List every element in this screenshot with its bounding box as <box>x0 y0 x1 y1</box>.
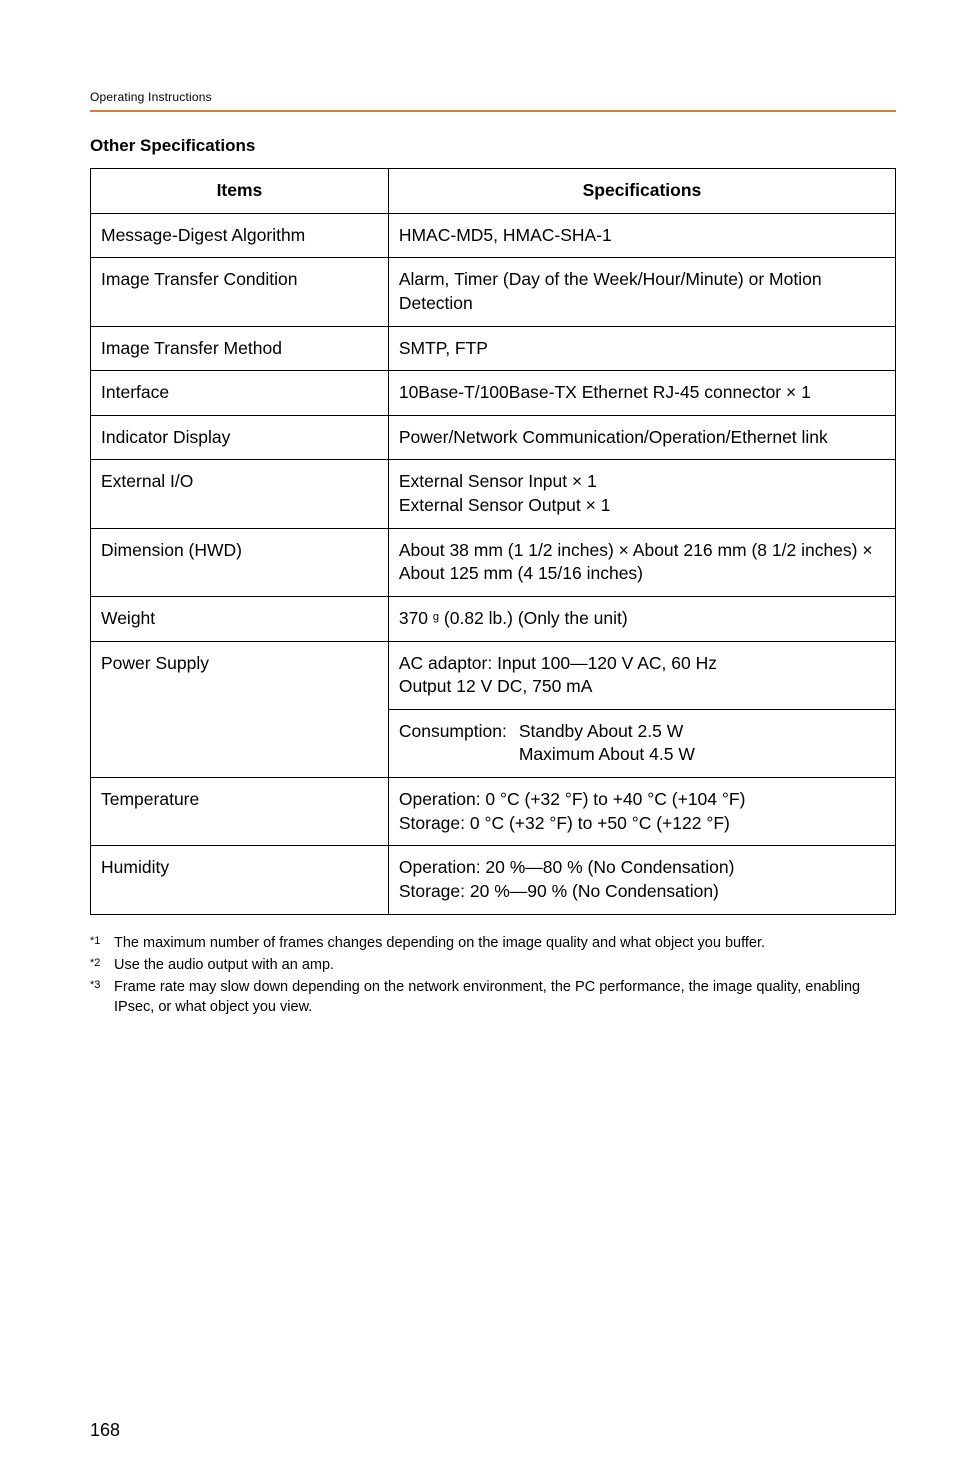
table-header-row: Items Specifications <box>91 169 896 214</box>
consumption-maximum: Maximum About 4.5 W <box>519 744 695 764</box>
cell-spec: Alarm, Timer (Day of the Week/Hour/Minut… <box>388 258 895 326</box>
cell-item: External I/O <box>91 460 389 528</box>
spec-line: Operation: 0 °C (+32 °F) to +40 °C (+104… <box>399 789 746 809</box>
cell-spec: External Sensor Input × 1 External Senso… <box>388 460 895 528</box>
table-row: Power Supply AC adaptor: Input 100—120 V… <box>91 641 896 709</box>
footnote-mark: *1 <box>90 934 114 954</box>
table-row: Image Transfer Method SMTP, FTP <box>91 326 896 371</box>
cell-item: Power Supply <box>91 641 389 778</box>
weight-rest: (0.82 lb.) (Only the unit) <box>439 608 628 628</box>
spec-line: Storage: 0 °C (+32 °F) to +50 °C (+122 °… <box>399 813 730 833</box>
cell-item: Weight <box>91 596 389 641</box>
table-row: Temperature Operation: 0 °C (+32 °F) to … <box>91 778 896 846</box>
cell-item: Dimension (HWD) <box>91 528 389 596</box>
spec-line: External Sensor Output × 1 <box>399 495 611 515</box>
table-row: Interface 10Base-T/100Base-TX Ethernet R… <box>91 371 896 416</box>
table-row: Weight 370 g (0.82 lb.) (Only the unit) <box>91 596 896 641</box>
cell-spec: About 38 mm (1 1/2 inches) × About 216 m… <box>388 528 895 596</box>
footnote-mark: *2 <box>90 956 114 976</box>
cell-spec: Consumption: Standby About 2.5 W Maximum… <box>388 709 895 777</box>
header-specs: Specifications <box>388 169 895 214</box>
consumption-standby: Standby About 2.5 W <box>519 721 683 741</box>
cell-spec: Power/Network Communication/Operation/Et… <box>388 415 895 460</box>
table-row: Indicator Display Power/Network Communic… <box>91 415 896 460</box>
cell-item: Image Transfer Method <box>91 326 389 371</box>
cell-spec: HMAC-MD5, HMAC-SHA-1 <box>388 213 895 258</box>
cell-item: Humidity <box>91 846 389 914</box>
cell-item: Interface <box>91 371 389 416</box>
table-row: Humidity Operation: 20 %—80 % (No Conden… <box>91 846 896 914</box>
running-header: Operating Instructions <box>90 90 896 112</box>
consumption-label: Consumption: <box>399 720 507 767</box>
spec-line: Storage: 20 %—90 % (No Condensation) <box>399 881 719 901</box>
cell-item: Temperature <box>91 778 389 846</box>
cell-spec: AC adaptor: Input 100—120 V AC, 60 Hz Ou… <box>388 641 895 709</box>
cell-item: Indicator Display <box>91 415 389 460</box>
cell-item: Image Transfer Condition <box>91 258 389 326</box>
footnote-mark: *3 <box>90 978 114 1019</box>
table-row: Dimension (HWD) About 38 mm (1 1/2 inche… <box>91 528 896 596</box>
spec-line: External Sensor Input × 1 <box>399 471 597 491</box>
weight-number: 370 <box>399 608 433 628</box>
footnote-text: Use the audio output with an amp. <box>114 955 896 975</box>
footnote-text: Frame rate may slow down depending on th… <box>114 977 896 1018</box>
table-row: Image Transfer Condition Alarm, Timer (D… <box>91 258 896 326</box>
spec-line: Operation: 20 %—80 % (No Condensation) <box>399 857 735 877</box>
cell-spec: 10Base-T/100Base-TX Ethernet RJ-45 conne… <box>388 371 895 416</box>
footnote: *2 Use the audio output with an amp. <box>90 955 896 975</box>
spec-line: Output 12 V DC, 750 mA <box>399 676 593 696</box>
cell-spec: 370 g (0.82 lb.) (Only the unit) <box>388 596 895 641</box>
spec-line: AC adaptor: Input 100—120 V AC, 60 Hz <box>399 653 717 673</box>
cell-item: Message-Digest Algorithm <box>91 213 389 258</box>
cell-spec: Operation: 20 %—80 % (No Condensation) S… <box>388 846 895 914</box>
page-number: 168 <box>90 1420 120 1441</box>
specifications-table: Items Specifications Message-Digest Algo… <box>90 168 896 915</box>
cell-spec: Operation: 0 °C (+32 °F) to +40 °C (+104… <box>388 778 895 846</box>
weight-unit: g <box>433 611 439 623</box>
footnote-text: The maximum number of frames changes dep… <box>114 933 896 953</box>
cell-spec: SMTP, FTP <box>388 326 895 371</box>
section-title: Other Specifications <box>90 136 896 156</box>
footnote: *1 The maximum number of frames changes … <box>90 933 896 953</box>
table-row: External I/O External Sensor Input × 1 E… <box>91 460 896 528</box>
table-row: Message-Digest Algorithm HMAC-MD5, HMAC-… <box>91 213 896 258</box>
footnote: *3 Frame rate may slow down depending on… <box>90 977 896 1018</box>
footnotes: *1 The maximum number of frames changes … <box>90 933 896 1018</box>
header-items: Items <box>91 169 389 214</box>
